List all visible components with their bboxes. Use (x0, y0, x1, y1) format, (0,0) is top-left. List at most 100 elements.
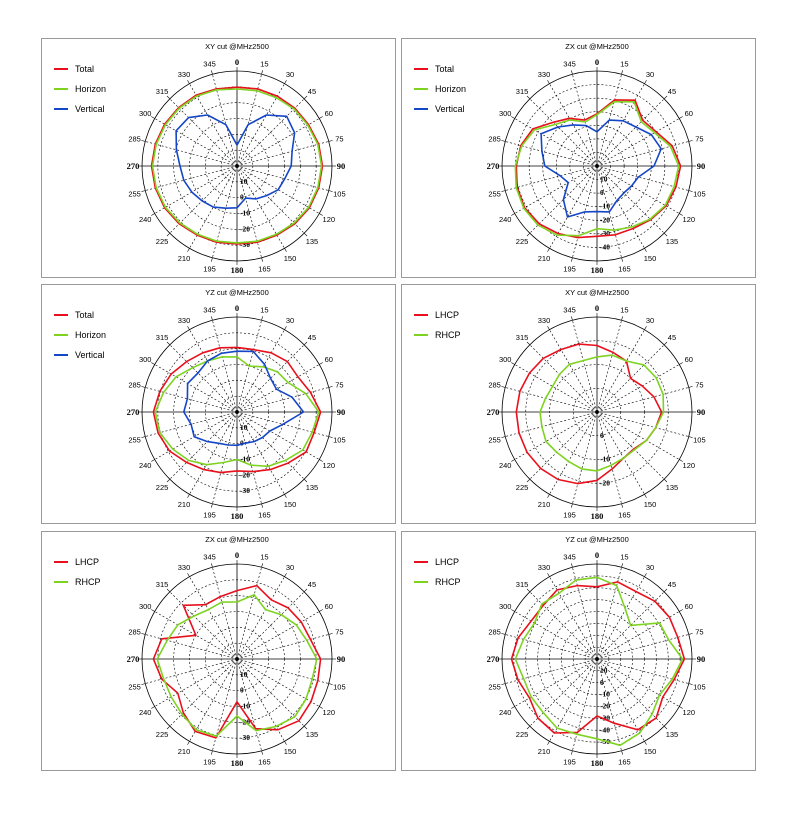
grid-tick (166, 341, 171, 346)
series-line-lhcp (515, 343, 663, 485)
angle-label: 270 (487, 654, 500, 664)
grid-tick (547, 248, 550, 252)
grid-tick (141, 386, 146, 388)
grid-tick (621, 316, 623, 321)
angle-label: 45 (668, 580, 676, 589)
series-line-total (152, 346, 322, 474)
angle-label: 330 (538, 563, 551, 572)
angle-label: 285 (128, 381, 141, 390)
legend-label: Horizon (75, 84, 106, 94)
angle-label: 60 (685, 109, 693, 118)
grid-tick (663, 341, 668, 346)
chart-title: XY cut @MHz2500 (205, 42, 269, 51)
grid-tick (319, 116, 323, 119)
grid-tick (571, 503, 573, 508)
polar-plot: ZX cut @MHz2500 0 15 30 45 60 75 90 105 120 135 150… (414, 42, 706, 275)
angle-label: 15 (620, 553, 628, 562)
grid-tick (303, 232, 308, 237)
series-line-horizon (151, 88, 323, 244)
angle-label: 210 (538, 747, 551, 756)
grid-tick (141, 140, 146, 142)
series-line-lhcp (152, 584, 322, 739)
grid-tick (141, 633, 146, 635)
angle-label: 90 (337, 407, 346, 417)
grid-tick (151, 116, 155, 119)
grid-tick (644, 494, 647, 498)
radial-label: 10 (240, 423, 248, 432)
polar-plot: ZX cut @MHz2500 0 15 30 45 60 75 90 105 120 135 150… (54, 535, 346, 768)
chart-title: YZ cut @MHz2500 (205, 288, 268, 297)
series-line-vertical (183, 350, 305, 447)
angle-label: 240 (139, 215, 152, 224)
angle-label: 345 (563, 553, 576, 562)
angle-label: 285 (488, 381, 501, 390)
polar-chart-zx-total: ZX cut @MHz2500 0 15 30 45 60 75 90 105 120 135 150… (401, 38, 756, 278)
radial-label: 0 (600, 678, 604, 687)
polar-chart-yz-total: YZ cut @MHz2500 0 15 30 45 60 75 90 105 120 135 150… (41, 284, 396, 524)
grid-tick (644, 573, 647, 577)
angle-label: 0 (595, 303, 599, 313)
angle-label: 45 (668, 87, 676, 96)
angle-label: 45 (308, 580, 316, 589)
series-line-horizon (154, 356, 320, 468)
grid-tick (284, 326, 287, 330)
polar-plot: XY cut @MHz2500 0 15 30 45 60 75 90 105 120 135 150… (414, 288, 706, 521)
angle-label: 0 (595, 550, 599, 560)
angle-label: 195 (563, 264, 576, 273)
grid-tick (284, 741, 287, 745)
grid-tick (526, 478, 531, 483)
grid-tick (644, 741, 647, 745)
angle-label: 105 (333, 682, 346, 691)
grid-tick (511, 116, 515, 119)
series-line-lhcp (510, 581, 686, 734)
grid-tick (211, 563, 213, 568)
grid-tick (663, 725, 668, 730)
radial-label: 0 (240, 439, 244, 448)
radial-label: -40 (600, 725, 610, 734)
grid-tick (501, 140, 506, 142)
grid-tick (328, 436, 333, 438)
chart-title: ZX cut @MHz2500 (565, 42, 628, 51)
angle-label: 30 (646, 70, 654, 79)
grid-tick (261, 563, 263, 568)
chart-title: ZX cut @MHz2500 (205, 535, 268, 544)
grid-tick (571, 750, 573, 755)
angle-label: 105 (333, 189, 346, 198)
grid-spoke (189, 576, 238, 660)
angle-label: 330 (538, 316, 551, 325)
angle-label: 255 (488, 189, 501, 198)
angle-label: 15 (620, 306, 628, 315)
grid-spoke (572, 567, 598, 660)
polar-chart-xy-circular: XY cut @MHz2500 0 15 30 45 60 75 90 105 120 135 150… (401, 284, 756, 524)
grid-tick (284, 494, 287, 498)
grid-tick (284, 573, 287, 577)
angle-label: 75 (695, 135, 703, 144)
grid-tick (621, 750, 623, 755)
grid-spoke (189, 411, 238, 495)
grid-tick (166, 232, 171, 237)
radial-label: -20 (240, 470, 250, 479)
grid-tick (688, 683, 693, 685)
angle-label: 225 (516, 237, 529, 246)
angle-label: 150 (284, 254, 297, 263)
grid-tick (319, 706, 323, 709)
grid-tick (526, 725, 531, 730)
legend-label: LHCP (435, 310, 459, 320)
legend-label: RHCP (75, 577, 101, 587)
grid-tick (644, 80, 647, 84)
grid-tick (141, 190, 146, 192)
grid-tick (501, 633, 506, 635)
grid-tick (211, 70, 213, 75)
radial-label: 10 (600, 175, 608, 184)
angle-label: 60 (325, 602, 333, 611)
angle-label: 0 (235, 303, 239, 313)
legend-label: Total (75, 310, 94, 320)
angle-label: 330 (178, 563, 191, 572)
grid-spoke (596, 165, 689, 191)
series-line-rhcp (514, 576, 684, 747)
angle-label: 315 (516, 87, 529, 96)
angle-label: 240 (139, 461, 152, 470)
angle-label: 225 (156, 730, 169, 739)
grid-tick (511, 706, 515, 709)
grid-spoke (529, 98, 598, 167)
